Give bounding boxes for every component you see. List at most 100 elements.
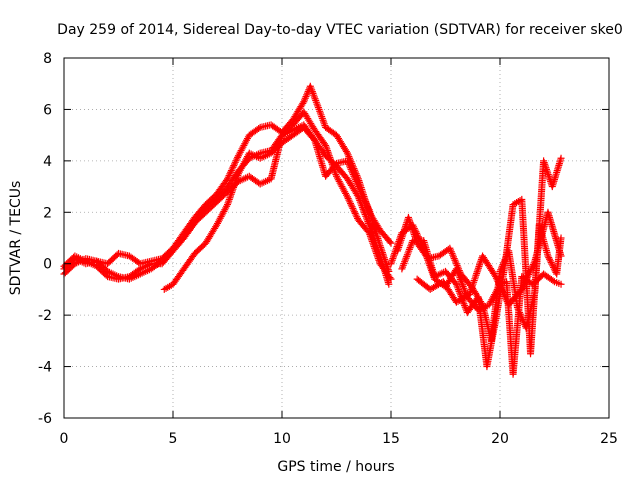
data-point [448, 249, 456, 257]
data-point [452, 258, 460, 266]
data-point [231, 158, 239, 166]
series-track-c [60, 108, 395, 283]
data-point [343, 149, 351, 157]
data-point [451, 256, 459, 264]
data-point [354, 183, 362, 191]
data-point [345, 153, 353, 161]
data-point [368, 236, 376, 244]
data-point [557, 252, 565, 260]
data-point [364, 204, 372, 212]
data-point [386, 274, 394, 282]
data-point [234, 153, 242, 161]
data-point [350, 172, 358, 180]
data-point [493, 276, 501, 284]
data-point [455, 265, 463, 273]
y-axis-label: SDTVAR / TECUs [8, 181, 24, 296]
data-point [346, 164, 354, 172]
data-point [522, 277, 530, 285]
data-point [495, 279, 503, 287]
data-point [452, 260, 460, 268]
y-tick-label: 8 [43, 51, 52, 67]
data-point [350, 206, 358, 214]
data-point [499, 289, 507, 297]
data-point [347, 201, 355, 209]
data-point [225, 172, 233, 180]
y-tick-label: 2 [43, 205, 52, 221]
data-point [388, 256, 396, 264]
data-point [356, 186, 364, 194]
data-point [368, 237, 376, 245]
data-point [327, 157, 335, 165]
data-point [359, 192, 367, 200]
data-point [300, 98, 308, 106]
data-point [301, 96, 309, 104]
data-point [447, 246, 455, 254]
x-tick-label: 20 [491, 431, 509, 447]
data-point [496, 283, 504, 291]
data-point [371, 244, 379, 252]
data-point [524, 272, 532, 280]
data-point [233, 155, 241, 163]
data-point [500, 291, 508, 299]
data-point [447, 248, 455, 256]
data-point [389, 255, 397, 263]
data-point [233, 173, 241, 181]
data-point [357, 188, 365, 196]
data-point [342, 191, 350, 199]
data-point [332, 171, 340, 179]
data-point [232, 177, 240, 185]
data-point [388, 258, 396, 266]
data-point [325, 150, 333, 158]
data-point [351, 176, 359, 184]
data-point [519, 282, 527, 290]
x-axis-label: GPS time / hours [277, 459, 394, 475]
data-point [495, 281, 503, 289]
data-point [549, 277, 557, 285]
data-point [528, 264, 536, 272]
data-point [366, 232, 374, 240]
series-track-h [413, 208, 565, 309]
data-point [453, 261, 461, 269]
data-point [369, 241, 377, 249]
data-point [301, 94, 309, 102]
data-point [361, 196, 369, 204]
y-tick-label: 6 [43, 102, 52, 118]
data-point [529, 262, 537, 270]
data-point [344, 195, 352, 203]
data-point [496, 267, 504, 275]
data-point [385, 280, 393, 288]
data-point [372, 249, 380, 257]
data-point [347, 165, 355, 173]
data-point [344, 159, 352, 167]
data-point [366, 231, 374, 239]
data-point [502, 296, 510, 304]
data-point [343, 193, 351, 201]
y-tick-label: -2 [38, 308, 52, 324]
data-point [367, 234, 375, 242]
data-point [224, 201, 231, 209]
data-point [352, 177, 360, 185]
data-point [348, 167, 356, 175]
data-point [529, 260, 537, 268]
data-point [343, 157, 351, 165]
data-point [231, 160, 239, 168]
data-point [450, 255, 458, 263]
data-point [497, 284, 505, 292]
data-point [502, 294, 510, 302]
data-point [546, 257, 554, 265]
data-point [369, 239, 377, 247]
x-tick-label: 0 [60, 431, 69, 447]
data-point [557, 280, 565, 288]
data-point [347, 199, 355, 207]
chart-title: Day 259 of 2014, Sidereal Day-to-day VTE… [57, 22, 623, 38]
data-point [225, 195, 233, 203]
data-point [234, 171, 242, 179]
data-point [498, 286, 506, 294]
data-point [350, 208, 358, 216]
data-point [375, 256, 383, 264]
data-point [228, 165, 236, 173]
data-point [454, 263, 462, 271]
data-point [365, 229, 373, 237]
